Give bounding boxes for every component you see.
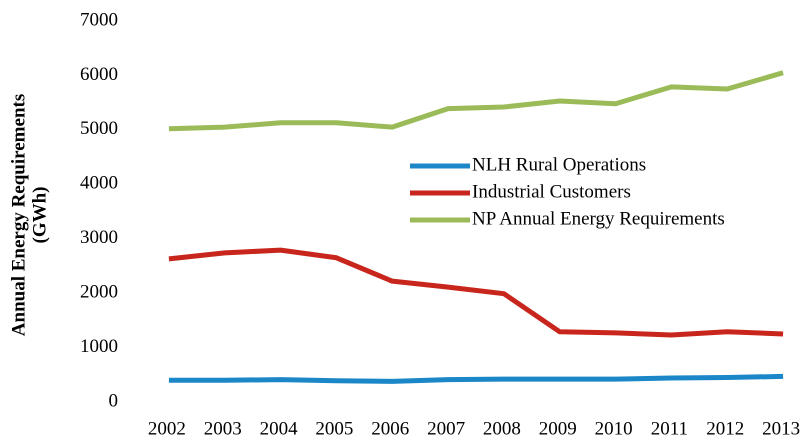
x-tick-label: 2003	[204, 418, 242, 439]
y-tick-label: 7000	[80, 9, 118, 30]
legend-label: NP Annual Energy Requirements	[472, 208, 725, 229]
x-tick-label: 2008	[483, 418, 521, 439]
x-tick-label: 2010	[595, 418, 633, 439]
y-tick-label: 1000	[80, 336, 118, 357]
series-line	[168, 247, 784, 338]
x-tick-label: 2005	[315, 418, 353, 439]
x-tick-label: 2004	[260, 418, 299, 439]
y-tick-label: 6000	[80, 64, 118, 85]
y-tick-label: 3000	[80, 227, 118, 248]
y-tick-label: 2000	[80, 282, 118, 303]
y-axis-title-line: (GWh)	[29, 187, 50, 244]
x-tick-label: 2006	[371, 418, 409, 439]
y-axis-title: Annual Energy Requirements (GWh)	[8, 94, 50, 336]
y-tick-label: 0	[109, 390, 119, 411]
y-tick-label: 5000	[80, 118, 118, 139]
x-tick-label: 2002	[148, 418, 186, 439]
series-line	[168, 373, 784, 384]
legend-label: NLH Rural Operations	[472, 154, 646, 175]
x-tick-label: 2007	[427, 418, 465, 439]
y-tick-label: 4000	[80, 173, 118, 194]
x-tick-label: 2011	[651, 418, 688, 439]
x-tick-label: 2012	[706, 418, 744, 439]
x-tick-label: 2013	[762, 418, 800, 439]
legend-label: Industrial Customers	[472, 181, 631, 202]
series-line	[168, 70, 784, 132]
y-axis-title-line: Annual Energy Requirements	[8, 94, 29, 336]
x-tick-label: 2009	[539, 418, 577, 439]
